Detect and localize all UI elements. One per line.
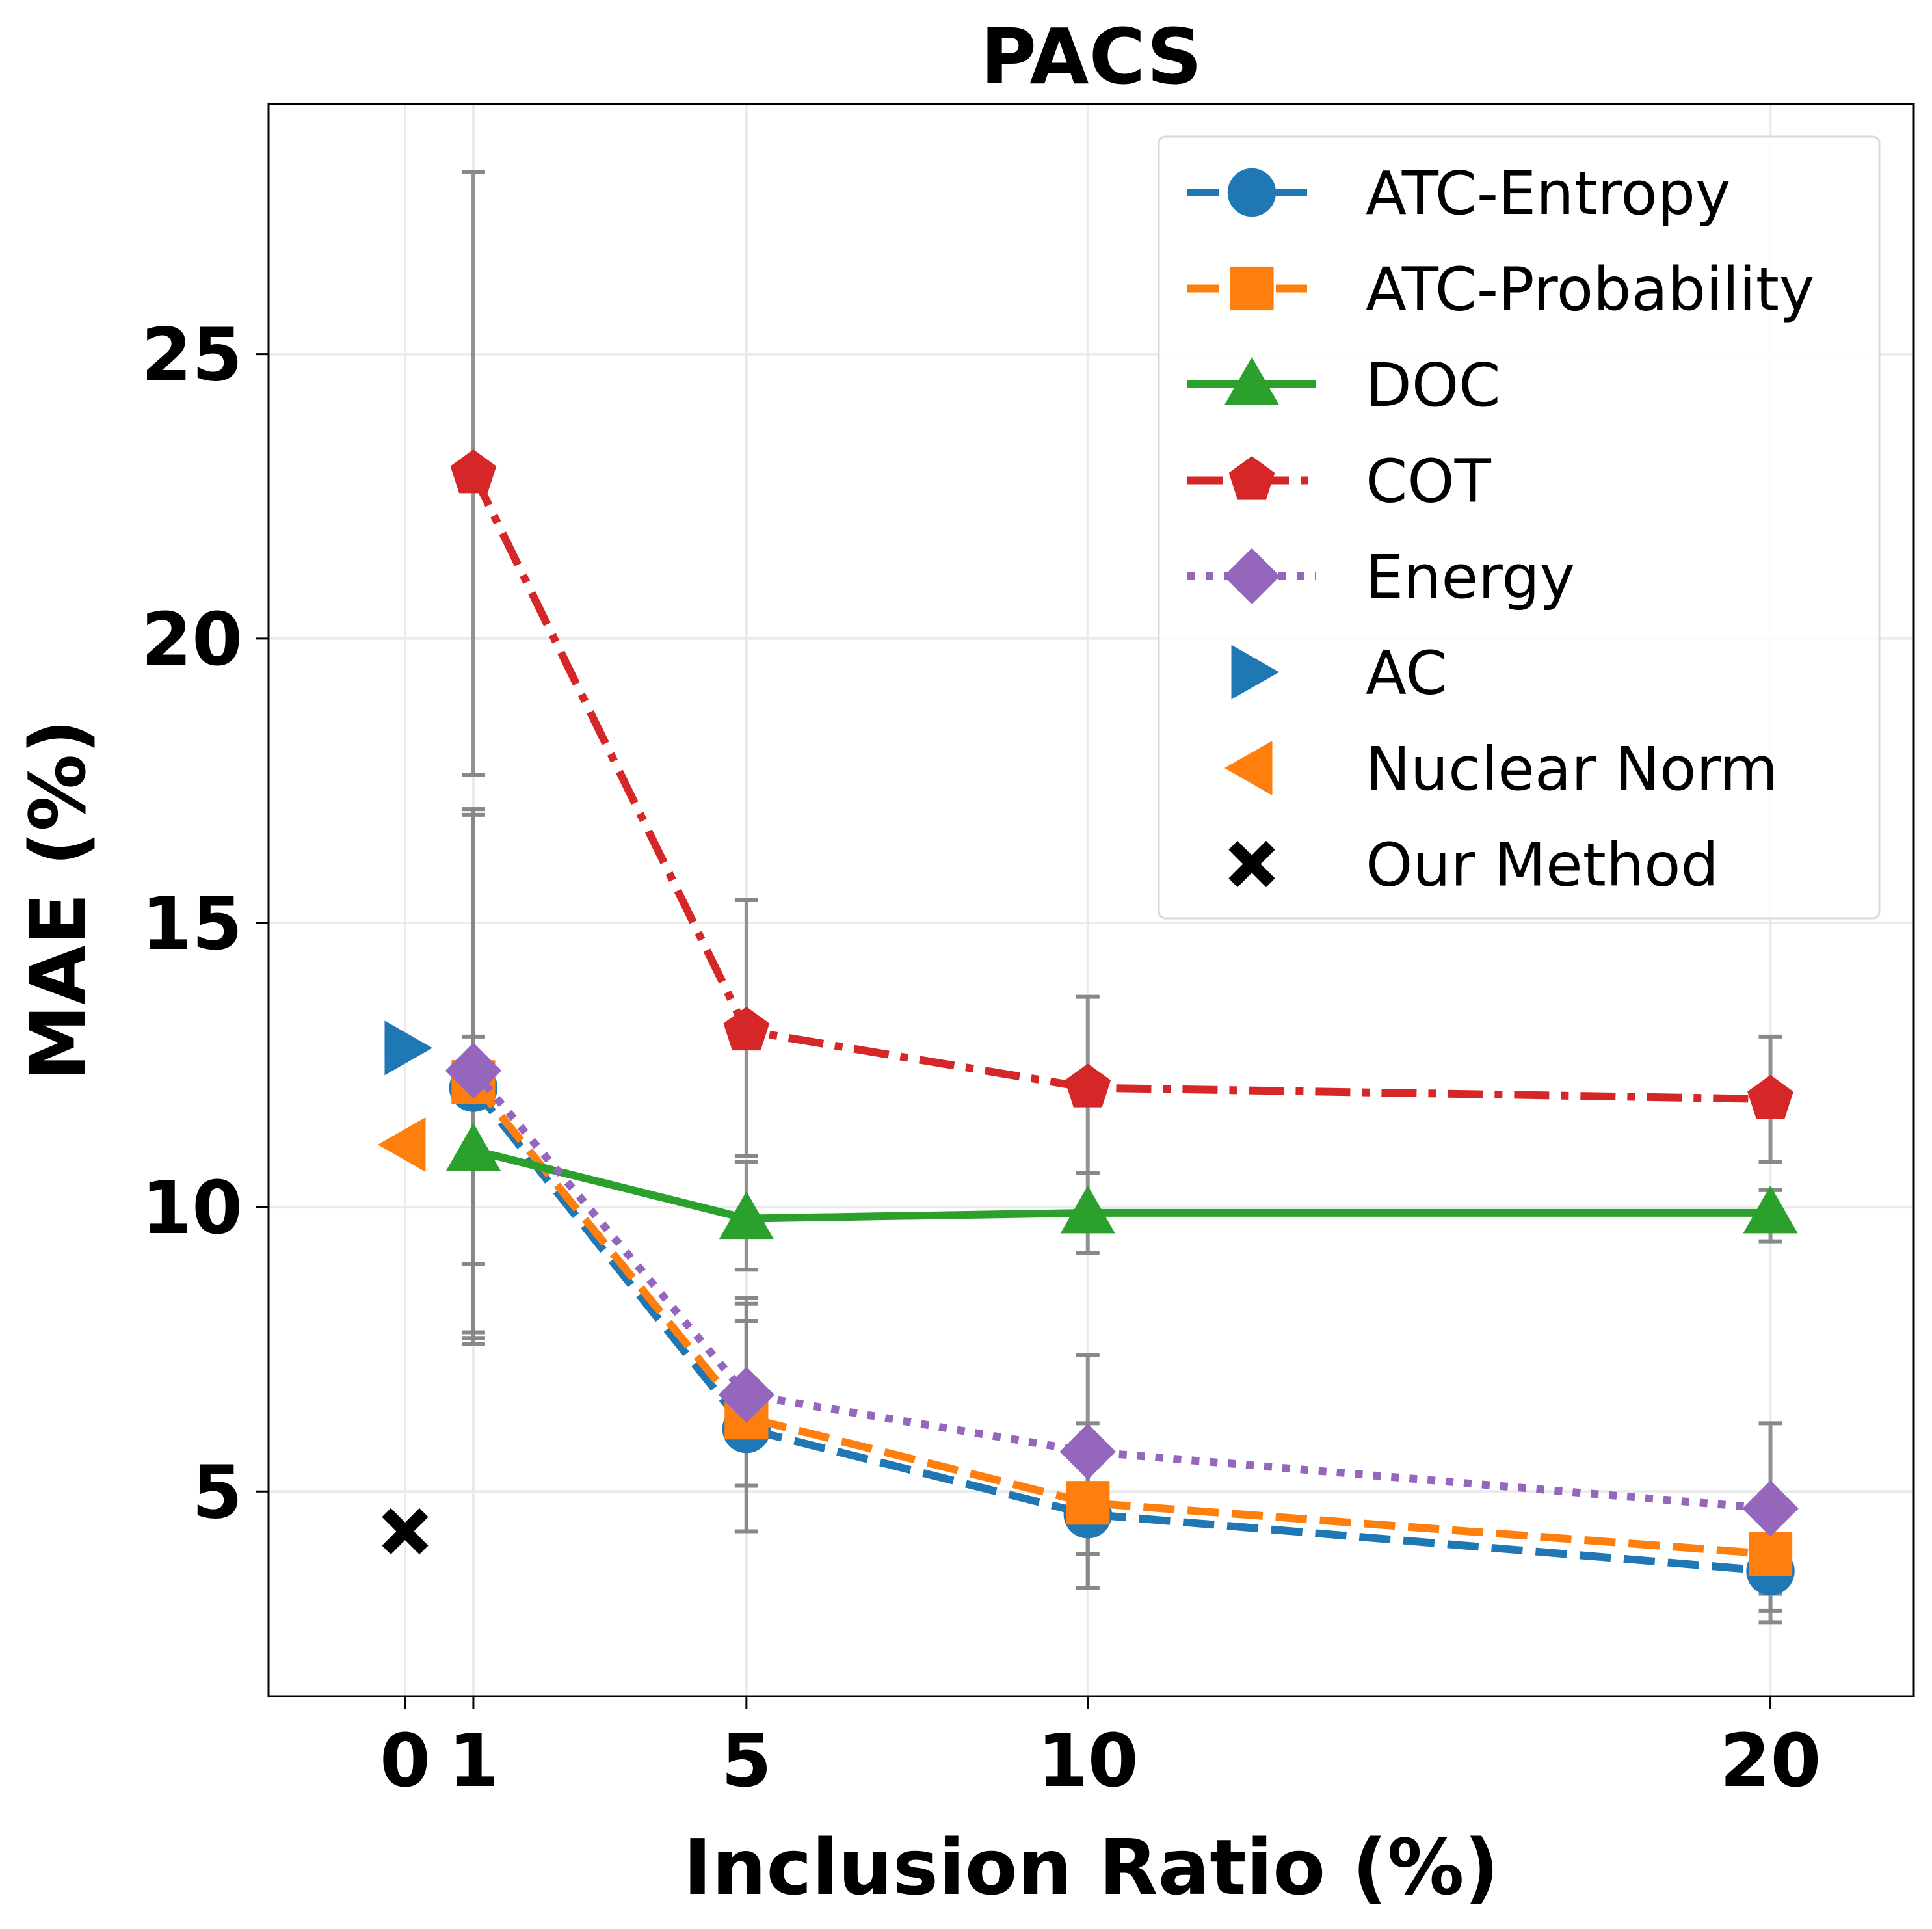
legend-frame xyxy=(1158,135,1881,920)
y-tick-label: 25 xyxy=(141,313,243,398)
series-our-method xyxy=(382,1508,429,1555)
legend-marker xyxy=(1231,645,1279,700)
series-layer xyxy=(377,170,1799,1625)
legend-label: Our Method xyxy=(1366,831,1719,900)
legend-label: Nuclear Norm xyxy=(1366,734,1778,804)
data-point xyxy=(1065,1063,1111,1108)
y-tick-label: 15 xyxy=(141,882,243,966)
data-point xyxy=(1747,1074,1793,1119)
x-tick-label: 0 xyxy=(380,1719,430,1803)
series-line xyxy=(472,1146,1771,1223)
series-nuclear-norm xyxy=(377,1117,426,1172)
legend-label: ATC-Entropy xyxy=(1366,159,1730,228)
legend-marker xyxy=(1228,456,1275,500)
legend-label: AC xyxy=(1366,639,1448,708)
data-point xyxy=(718,1366,775,1423)
legend-marker xyxy=(1223,548,1280,605)
legend-entry: ATC-Entropy xyxy=(1187,159,1730,228)
x-stroke xyxy=(382,1508,429,1555)
legend-marker xyxy=(1224,357,1279,405)
legend-entry: DOC xyxy=(1187,351,1501,420)
x-stroke xyxy=(1228,840,1275,888)
data-point xyxy=(1059,1423,1116,1480)
y-tick-label: 5 xyxy=(192,1450,243,1535)
series-line xyxy=(470,472,1771,1103)
series-line xyxy=(470,1079,1771,1558)
legend-entry: AC xyxy=(1231,639,1448,708)
data-point xyxy=(382,1508,429,1555)
legend-entry: Energy xyxy=(1187,542,1575,612)
data-point xyxy=(719,1191,774,1240)
data-point xyxy=(1066,1481,1110,1525)
legend-entry: ATC-Probability xyxy=(1187,255,1814,325)
chart-title: PACS xyxy=(981,12,1202,101)
x-tick-label: 5 xyxy=(721,1719,772,1803)
legend-label: ATC-Probability xyxy=(1366,255,1814,325)
x-tick-label: 1 xyxy=(448,1719,499,1803)
series-line xyxy=(470,1085,1771,1575)
legend-entry: COT xyxy=(1187,447,1492,516)
data-point xyxy=(384,1020,432,1076)
legend-entry: Nuclear Norm xyxy=(1224,734,1778,804)
data-point xyxy=(377,1117,426,1172)
series-line xyxy=(470,1068,1771,1513)
plot-frame xyxy=(267,103,1915,1697)
data-point xyxy=(1748,1532,1793,1576)
data-point xyxy=(1743,1185,1798,1234)
legend: ATC-Entropy ATC-Probability DOC COT Energy AC… xyxy=(1158,135,1881,920)
legend-marker xyxy=(1230,266,1274,311)
legend-label: DOC xyxy=(1366,351,1501,420)
series-ac xyxy=(384,1020,432,1076)
y-axis-label: MAE (%) xyxy=(13,719,103,1082)
legend-label: COT xyxy=(1366,447,1492,516)
data-point xyxy=(1060,1185,1115,1234)
y-tick-label: 20 xyxy=(141,598,243,682)
data-point xyxy=(450,449,497,494)
data-point xyxy=(445,1043,502,1099)
data-point xyxy=(445,1123,501,1171)
data-point xyxy=(1742,1480,1799,1537)
series-doc xyxy=(445,1123,1798,1240)
legend-marker xyxy=(1227,168,1277,217)
x-tick-label: 20 xyxy=(1720,1719,1821,1803)
legend-marker xyxy=(1228,840,1275,888)
series-cot xyxy=(450,449,1793,1119)
y-tick-label: 10 xyxy=(141,1166,243,1251)
x-tick-label: 10 xyxy=(1037,1719,1139,1803)
x-axis-label: Inclusion Ratio (%) xyxy=(683,1822,1500,1912)
series-energy xyxy=(445,1043,1799,1537)
legend-marker xyxy=(1224,741,1273,795)
legend-entry: Our Method xyxy=(1228,831,1719,900)
legend-label: Energy xyxy=(1366,542,1575,612)
data-point xyxy=(723,1006,770,1051)
